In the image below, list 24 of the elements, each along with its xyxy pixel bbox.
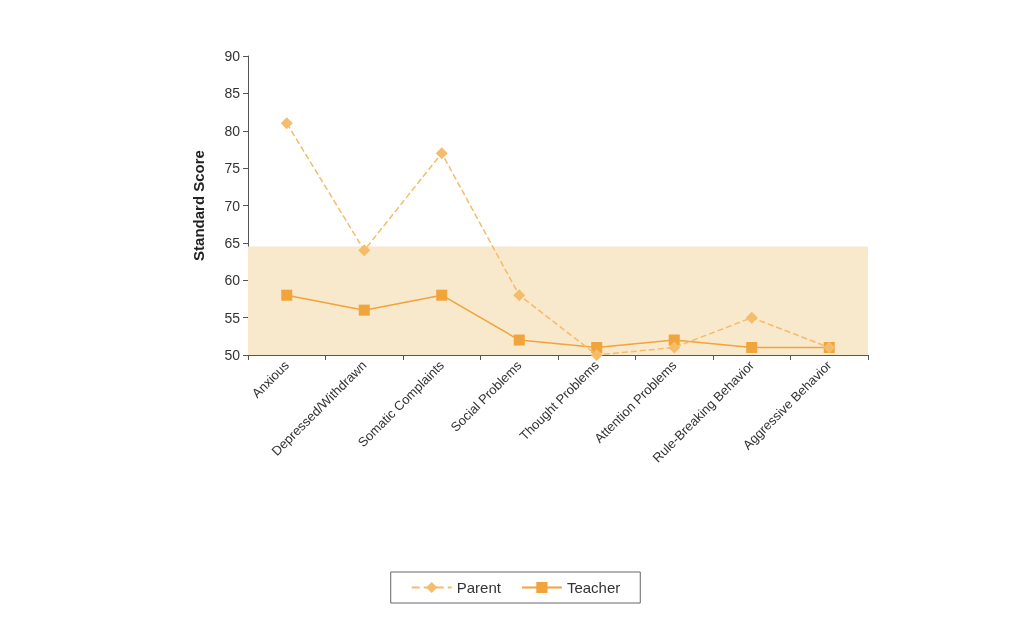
y-tick-label: 90 [224, 48, 241, 64]
y-axis-title: Standard Score [190, 150, 207, 261]
point [668, 341, 681, 354]
y-tick-label: 75 [224, 160, 241, 177]
point [513, 334, 525, 346]
y-tick-label: 60 [224, 272, 241, 289]
point [746, 342, 758, 354]
y-tick-label: 70 [224, 197, 241, 214]
y-tick-label: 55 [224, 309, 241, 326]
point [281, 289, 293, 301]
point [358, 304, 370, 316]
point [513, 289, 526, 302]
legend-label: Parent [456, 579, 502, 596]
point [436, 289, 448, 301]
y-tick-label: 85 [224, 85, 241, 102]
point [280, 117, 293, 130]
point [358, 244, 371, 257]
point [435, 147, 448, 160]
point [590, 349, 603, 361]
legend-label: Teacher [566, 579, 621, 596]
y-tick-label: 65 [224, 234, 241, 251]
y-tick-label: 50 [224, 347, 241, 363]
y-tick-label: 80 [224, 122, 241, 139]
point [745, 311, 758, 324]
